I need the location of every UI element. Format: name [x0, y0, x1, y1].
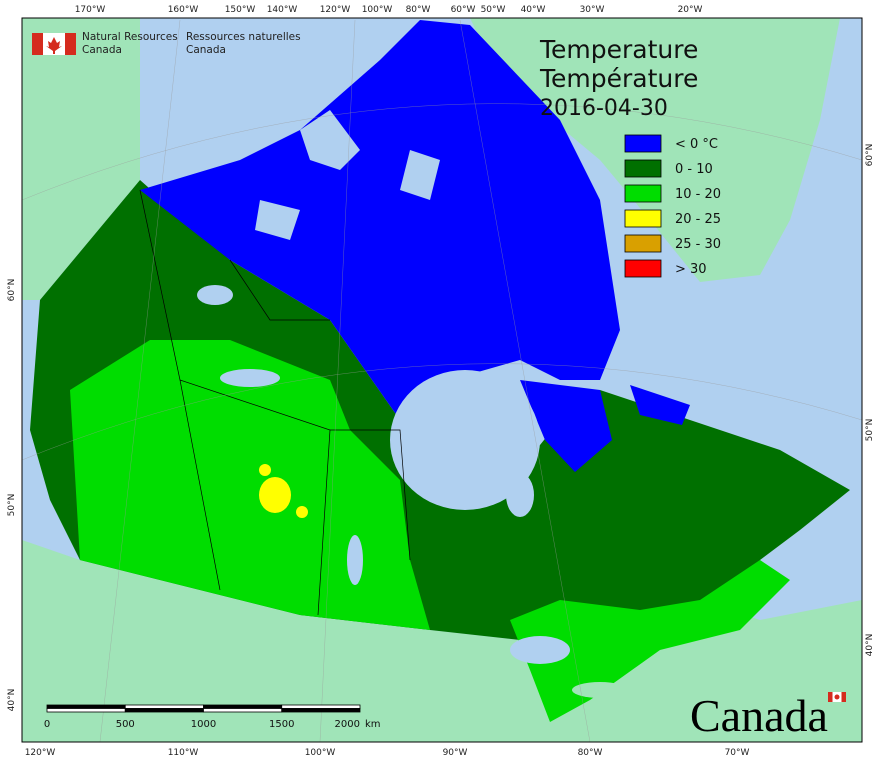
scale-label: 2000 [335, 719, 360, 730]
graticule-label: 80°W [406, 5, 431, 15]
graticule-label: 50°W [481, 5, 506, 15]
arctic-channels [255, 110, 440, 240]
scale-segment [124, 704, 204, 709]
legend-swatch [624, 159, 662, 178]
graticule-label: 160°W [168, 5, 199, 15]
scale-segment [203, 704, 283, 709]
legend-swatch [624, 134, 662, 153]
borders [139, 189, 411, 616]
wordmark-flag [828, 692, 846, 702]
alaska [22, 18, 140, 300]
legend-label: 20 - 25 [675, 212, 721, 227]
agency-name: Canada [186, 44, 226, 56]
scale-label: 0 [44, 719, 50, 730]
graticule-label: 40°N [7, 689, 17, 712]
scale-unit: km [365, 719, 381, 730]
graticule-label: 60°W [451, 5, 476, 15]
legend-label: > 30 [675, 262, 707, 277]
region-below-0 [140, 20, 620, 420]
region-below-0-quebec [520, 380, 612, 472]
region-10-20-east [510, 560, 790, 722]
agency-logo [32, 33, 76, 55]
flag-bar [828, 692, 833, 702]
scale-segment [203, 708, 283, 713]
map-frame [21, 17, 863, 743]
graticule-label: 110°W [168, 748, 199, 758]
scale-label: 500 [116, 719, 135, 730]
lake [347, 535, 363, 585]
scale-segment [281, 708, 361, 713]
scale-segment [46, 708, 126, 713]
flag-bar [65, 33, 76, 55]
region-20-25 [296, 506, 308, 518]
flag-bar [841, 692, 846, 702]
map-title: Temperature [539, 35, 698, 64]
graticule [21, 19, 863, 743]
map-title: Température [539, 64, 698, 93]
flag-bar [32, 33, 43, 55]
agency-name: Natural Resources [82, 31, 178, 43]
agency-name: Ressources naturelles [186, 31, 301, 43]
graticule-label: 70°W [725, 748, 750, 758]
lake [510, 636, 570, 664]
graticule-label: 120°W [25, 748, 56, 758]
frame-border [21, 17, 863, 743]
legend-label: 10 - 20 [675, 187, 721, 202]
lake [197, 285, 233, 305]
legend-label: 25 - 30 [675, 237, 721, 252]
graticule-label: 90°W [443, 748, 468, 758]
agency-name: Canada [82, 44, 122, 56]
legend-swatch [624, 259, 662, 278]
scale-segment [46, 704, 126, 709]
graticule-label: 20°W [678, 5, 703, 15]
legend-label: 0 - 10 [675, 162, 713, 177]
united-states [22, 540, 862, 742]
scale-segment [281, 704, 361, 709]
graticule-label: 60°N [865, 144, 875, 167]
lake-land [572, 682, 628, 698]
graticule-label: 50°N [865, 419, 875, 442]
graticule-label: 60°N [7, 279, 17, 302]
legend-swatch [624, 184, 662, 203]
legend-label: < 0 °C [675, 137, 718, 152]
graticule-label: 170°W [75, 5, 106, 15]
lake [220, 369, 280, 387]
james-bay [506, 473, 534, 517]
graticule-label: 120°W [320, 5, 351, 15]
graticule-label: 40°W [521, 5, 546, 15]
legend-swatch [624, 234, 662, 253]
graticule-label: 140°W [267, 5, 298, 15]
graticule-label: 30°W [580, 5, 605, 15]
region-20-25 [259, 464, 271, 476]
graticule-label: 100°W [305, 748, 336, 758]
graticule-label: 50°N [7, 494, 17, 517]
graticule-label: 100°W [362, 5, 393, 15]
scale-label: 1500 [269, 719, 294, 730]
map-date: 2016-04-30 [540, 96, 668, 121]
graticule-label: 40°N [865, 634, 875, 657]
scale-bar: 0 500 1000 1500 2000 km [44, 704, 381, 730]
graticule-label: 150°W [225, 5, 256, 15]
hudson-bay [390, 370, 540, 510]
scale-segment [124, 708, 204, 713]
legend-swatch [624, 209, 662, 228]
maple-leaf [46, 37, 62, 54]
maple-leaf [834, 694, 840, 700]
region-below-0-labrador [630, 385, 690, 425]
scale-label: 1000 [191, 719, 216, 730]
region-20-25 [259, 477, 291, 513]
graticule-label: 80°W [578, 748, 603, 758]
region-10-20 [70, 340, 430, 630]
wordmark: Canada [690, 690, 828, 741]
